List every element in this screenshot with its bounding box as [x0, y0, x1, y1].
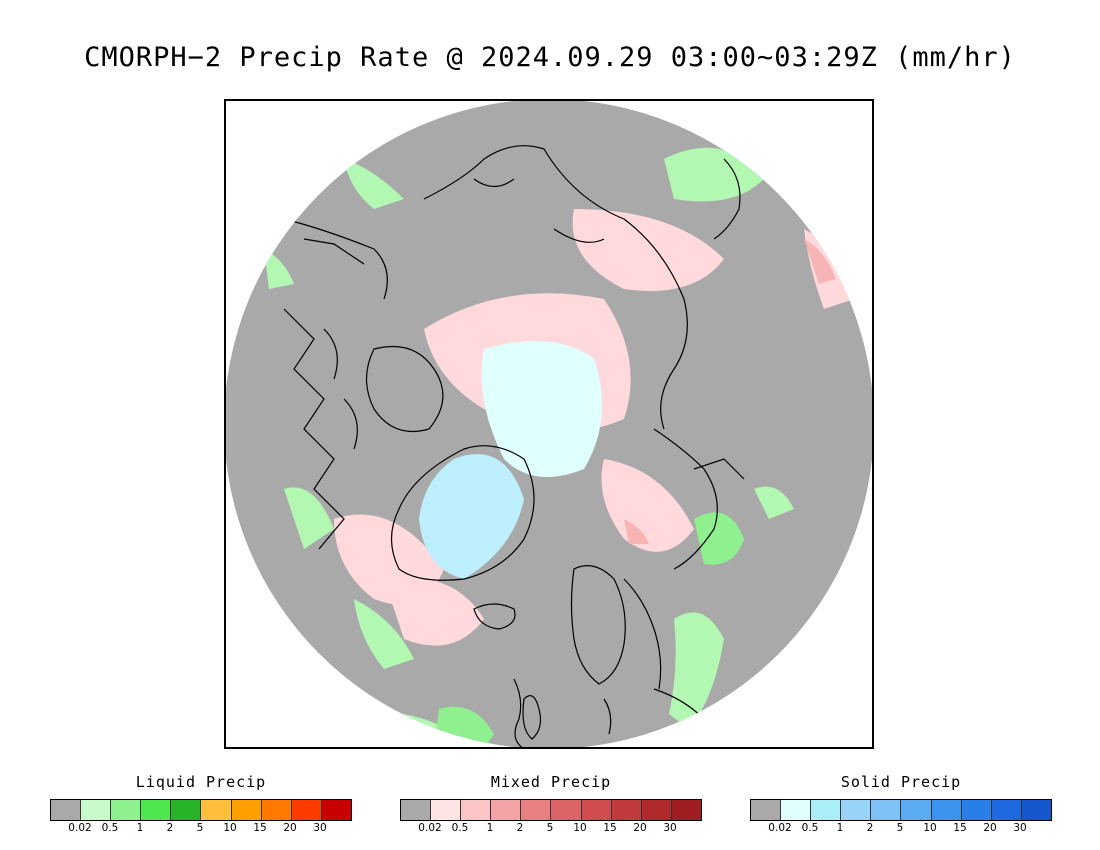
- legend-tick-label: 15: [253, 822, 267, 834]
- legend-ticks: 0.02 0.5 1 2 5 10 15 20 30: [50, 822, 352, 836]
- precip-area: [601, 459, 694, 552]
- legend-tick-label: 1: [136, 822, 144, 834]
- legend-swatch: [461, 800, 492, 820]
- legend-swatch: [141, 800, 172, 820]
- legend-swatch: [491, 800, 522, 820]
- legend-swatch: [581, 800, 612, 820]
- legend-swatch: [841, 800, 872, 820]
- legend-tick-label: 2: [866, 822, 874, 834]
- legend-ticks: 0.02 0.5 1 2 5 10 15 20 30: [400, 822, 702, 836]
- legend-swatch: [1021, 800, 1051, 820]
- legend-swatches: [750, 799, 1052, 821]
- coastline-russia-north: [653, 428, 745, 570]
- legend-solid-precip: Solid Precip 0.02 0.5 1 2 5 10 15 20 30: [750, 770, 1052, 840]
- legend-swatch: [201, 800, 232, 820]
- legend-title: Liquid Precip: [135, 773, 267, 791]
- precip-area: [572, 209, 724, 291]
- precip-area: [624, 519, 649, 544]
- legend-swatch: [321, 800, 351, 820]
- legend-swatch: [641, 800, 672, 820]
- coastline-canada-archipelago: [283, 308, 444, 550]
- precip-area: [804, 239, 836, 284]
- coastline-alaska: [283, 218, 388, 300]
- legend-tick-label: 0.02: [768, 822, 792, 834]
- coastline-uk: [522, 695, 542, 740]
- legend-swatch: [81, 800, 112, 820]
- precip-area: [419, 454, 524, 579]
- legend-tick-label: 5: [196, 822, 204, 834]
- precip-area: [694, 512, 744, 565]
- precip-area: [284, 487, 334, 549]
- legend-tick-label: 10: [223, 822, 237, 834]
- legend-swatch: [961, 800, 992, 820]
- precip-area: [354, 599, 414, 669]
- solid-precip-areas: [419, 341, 602, 579]
- legend-swatch: [901, 800, 932, 820]
- legend-tick-label: 20: [633, 822, 647, 834]
- legend-swatch: [261, 800, 292, 820]
- precip-area: [514, 397, 569, 455]
- legend-tick-label: 0.02: [68, 822, 92, 834]
- legend-swatch: [991, 800, 1022, 820]
- legend-tick-label: 30: [313, 822, 327, 834]
- precip-area: [754, 486, 794, 519]
- polar-map-frame: [224, 99, 874, 749]
- legend-swatch: [611, 800, 642, 820]
- precip-area: [384, 577, 484, 646]
- legend-tick-label: 5: [546, 822, 554, 834]
- legend-swatch: [781, 800, 812, 820]
- legend-swatch: [401, 800, 432, 820]
- precip-area: [669, 612, 724, 729]
- legend-swatch: [291, 800, 322, 820]
- legend-swatches: [400, 799, 702, 821]
- legend-swatches: [50, 799, 352, 821]
- legend-tick-label: 20: [983, 822, 997, 834]
- legend-swatch: [231, 800, 262, 820]
- legend-swatch: [751, 800, 782, 820]
- coastline-greenland: [390, 445, 535, 581]
- legend-swatch: [551, 800, 582, 820]
- legend-tick-label: 0.5: [101, 822, 119, 834]
- map-title: CMORPH−2 Precip Rate @ 2024.09.29 03:00~…: [84, 42, 1016, 73]
- legend-tick-label: 15: [603, 822, 617, 834]
- legend-swatch: [931, 800, 962, 820]
- legend-title: Solid Precip: [840, 773, 962, 791]
- legend-ticks: 0.02 0.5 1 2 5 10 15 20 30: [750, 822, 1052, 836]
- legend-swatch: [871, 800, 902, 820]
- legend-tick-label: 10: [573, 822, 587, 834]
- legend-mixed-precip: Mixed Precip 0.02 0.5 1 2 5 10 15 20 30: [400, 770, 702, 840]
- legend-tick-label: 20: [283, 822, 297, 834]
- legend-tick-label: 2: [166, 822, 174, 834]
- legend-swatch: [811, 800, 842, 820]
- coastline-siberia: [423, 145, 688, 430]
- coastline-iceland: [473, 603, 516, 630]
- legend-swatch: [521, 800, 552, 820]
- legend-tick-label: 0.5: [451, 822, 469, 834]
- legend-swatch: [431, 800, 462, 820]
- legend-liquid-precip: Liquid Precip 0.02 0.5 1 2 5 10 15 20 30: [50, 770, 352, 840]
- legend-swatch: [111, 800, 142, 820]
- legend-tick-label: 5: [896, 822, 904, 834]
- legend-tick-label: 0.02: [418, 822, 442, 834]
- legend-tick-label: 15: [953, 822, 967, 834]
- precip-map: [226, 101, 872, 747]
- legend-tick-label: 2: [516, 822, 524, 834]
- legend-tick-label: 10: [923, 822, 937, 834]
- legend-swatch: [51, 800, 82, 820]
- precip-area: [264, 249, 294, 289]
- legend-tick-label: 30: [663, 822, 677, 834]
- legend-tick-label: 0.5: [801, 822, 819, 834]
- legend-tick-label: 30: [1013, 822, 1027, 834]
- legend-title: Mixed Precip: [490, 773, 612, 791]
- coastline-kamchatka: [713, 158, 741, 240]
- legend-swatch: [171, 800, 202, 820]
- legend-swatch: [671, 800, 701, 820]
- precip-area: [344, 159, 404, 209]
- legend-tick-label: 1: [486, 822, 494, 834]
- legend-tick-label: 1: [836, 822, 844, 834]
- coastline-scandinavia: [570, 565, 662, 690]
